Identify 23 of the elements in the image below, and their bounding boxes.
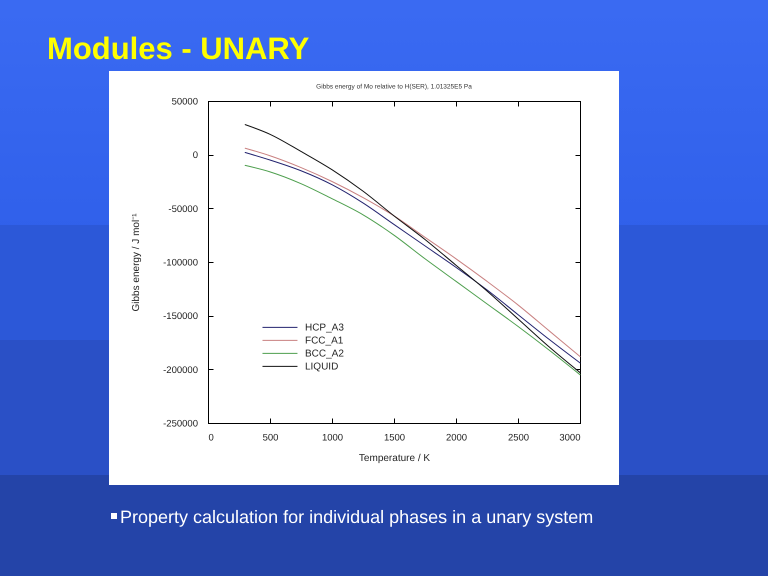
chart-title: Modules - UNARY: [47, 30, 310, 68]
x-tick-label: 2000: [446, 432, 468, 444]
y-tick-label: -150000: [163, 311, 198, 322]
text: Property calculation for individual phases in a unary system: [120, 507, 594, 527]
legend-label: BCC_A2: [304, 348, 344, 360]
y-tick-label: -100000: [163, 258, 198, 268]
y-tick-label: 0: [192, 150, 198, 162]
x-tick-label: 1000: [322, 432, 344, 444]
x-tick-label: 3000: [559, 432, 580, 444]
x-tick-label: 500: [262, 432, 278, 444]
y-tick-label: -250000: [163, 418, 198, 430]
legend-label: LIQUID: [304, 361, 338, 372]
x-tick-label: 2500: [508, 432, 530, 444]
legend-label: HCP_A3: [304, 322, 344, 334]
legend-label: FCC_A1: [304, 335, 344, 346]
x-tick-label: 0: [208, 432, 214, 444]
y-tick-label: 50000: [172, 96, 198, 108]
y-tick-label: -200000: [163, 364, 198, 376]
x-tick-label: 1500: [384, 432, 406, 444]
y-tick-label: -50000: [168, 204, 198, 215]
line-series: [244, 124, 580, 374]
y-axis-title: Gibbs energy / J mol⁻¹: [131, 212, 142, 312]
x-axis-title: Temperature / K: [358, 453, 430, 464]
